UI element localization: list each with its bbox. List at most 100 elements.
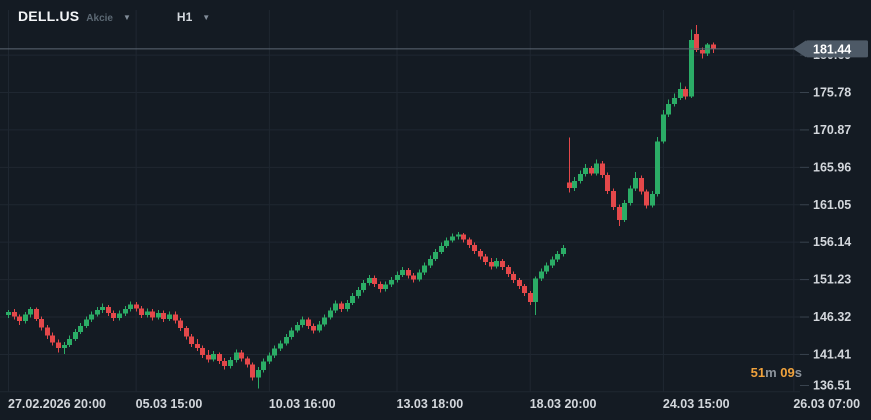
time-axis[interactable]: 27.02.2026 20:00 05.03 15:00 10.03 16:00 13… (8, 397, 860, 411)
candle (150, 311, 155, 318)
candle (12, 312, 17, 317)
candle (84, 319, 89, 326)
candle (167, 314, 172, 319)
candle (406, 270, 411, 276)
candle (422, 265, 427, 273)
candle (289, 330, 294, 338)
candle (433, 251, 438, 259)
date-label: 10.03 16:00 (269, 397, 336, 411)
candle (694, 33, 699, 50)
svg-text:51m 09s: 51m 09s (751, 365, 802, 380)
date-label: 05.03 15:00 (136, 397, 203, 411)
candle (39, 318, 44, 328)
price-label: 170.87 (813, 123, 851, 137)
candle (395, 274, 400, 281)
candle (461, 234, 466, 240)
candle (350, 296, 355, 303)
candle (250, 364, 255, 378)
candle (555, 254, 560, 260)
candle (567, 182, 572, 188)
candle (533, 278, 538, 303)
date-label: 26.03 07:00 (793, 397, 860, 411)
candle (306, 319, 311, 326)
timeframe-label: H1 (176, 10, 193, 24)
candle (189, 336, 194, 345)
candle (322, 317, 327, 325)
candle (628, 188, 633, 204)
candle (633, 177, 638, 189)
candle (483, 256, 488, 262)
candle (683, 88, 688, 97)
candle (611, 190, 616, 207)
candle (134, 304, 139, 309)
chevron-down-icon: ▼ (202, 13, 211, 22)
candle (234, 352, 239, 361)
candle (28, 309, 33, 315)
price-label: 141.41 (813, 347, 851, 361)
candle (228, 360, 233, 367)
candle (400, 270, 405, 275)
candle (56, 342, 61, 348)
candle (666, 104, 671, 115)
candle (489, 261, 494, 267)
candle (89, 314, 94, 320)
candle (211, 354, 216, 360)
candle (328, 310, 333, 318)
grid (0, 10, 800, 393)
candle (594, 163, 599, 174)
candle (78, 325, 83, 332)
candle (689, 40, 694, 97)
candle (544, 265, 549, 272)
candle (333, 303, 338, 311)
candle (700, 49, 705, 54)
candle (117, 313, 122, 319)
candle (539, 271, 544, 279)
price-label: 136.51 (813, 379, 851, 393)
candle (278, 343, 283, 349)
candle (578, 174, 583, 182)
candle (145, 311, 150, 316)
price-label: 161.05 (813, 198, 851, 212)
candle (639, 177, 644, 192)
candle (661, 114, 666, 142)
candle-countdown: 51m 09s (751, 365, 802, 380)
candle (295, 325, 300, 331)
symbol-name: DELL.US (18, 8, 80, 24)
candle (378, 283, 383, 290)
timeframe-selector[interactable]: H1 ▼ (177, 10, 210, 24)
candle (111, 312, 116, 319)
candle (17, 316, 22, 322)
candle (367, 277, 372, 284)
candle (678, 88, 683, 98)
candle (561, 248, 566, 255)
candle (389, 280, 394, 285)
candle (450, 236, 455, 241)
candle (128, 304, 133, 310)
candle (456, 234, 461, 237)
date-label: 27.02.2026 20:00 (8, 397, 106, 411)
symbol-selector[interactable]: DELL.US Akcie ▼ (18, 8, 131, 24)
candle (267, 355, 272, 362)
candle (178, 320, 183, 329)
candle (123, 309, 128, 314)
candle (356, 289, 361, 297)
candle (522, 286, 527, 294)
candle (217, 354, 222, 361)
price-axis[interactable]: 180.69175.78170.87165.96161.05156.14151.… (800, 48, 851, 393)
candle (672, 97, 677, 105)
candle (500, 261, 505, 268)
candle (550, 259, 555, 266)
candle (184, 328, 189, 337)
current-price-tag: 181.44 (793, 40, 868, 58)
candle (411, 275, 416, 280)
candle (583, 168, 588, 175)
candle (300, 319, 305, 326)
candle (73, 331, 78, 339)
candle (617, 206, 622, 220)
candles-layer[interactable] (6, 24, 716, 389)
candle (517, 280, 522, 287)
candle (428, 258, 433, 266)
candle (67, 338, 72, 345)
